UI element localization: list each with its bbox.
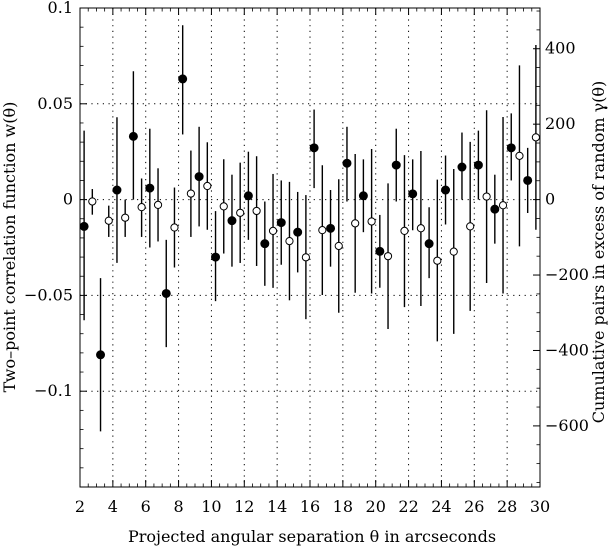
data-point-open [137, 203, 146, 212]
data-point-open [104, 216, 113, 225]
data-point-filled [490, 204, 500, 214]
y-left-tick-label: 0.05 [37, 94, 73, 113]
data-point-filled [243, 191, 253, 201]
data-point-open [449, 247, 458, 256]
data-point-open [416, 224, 425, 233]
plot-frame [79, 7, 541, 488]
data-point-open [285, 236, 294, 246]
data-point-open [318, 226, 327, 235]
data-point-filled [457, 162, 467, 172]
data-point-open [186, 189, 195, 198]
x-tick-label: 14 [267, 497, 287, 516]
data-point-filled [358, 191, 368, 201]
data-point-filled [342, 158, 352, 168]
data-point-filled [375, 246, 385, 256]
data-point-filled [96, 350, 106, 360]
x-tick-label: 18 [333, 497, 353, 516]
data-point-filled [79, 221, 89, 231]
data-point-filled [309, 143, 319, 153]
data-point-filled [523, 175, 533, 185]
data-point-open [433, 256, 442, 265]
data-point-filled [128, 131, 138, 141]
data-point-open [482, 192, 491, 201]
y-axis-label-left: Two–point correlation function w(θ) [0, 102, 19, 393]
data-markers [79, 74, 540, 360]
data-point-filled [194, 172, 204, 182]
data-point-filled [391, 160, 401, 170]
x-axis-label: Projected angular separation θ in arcsec… [128, 527, 496, 546]
x-tick-label: 4 [108, 497, 118, 516]
data-point-filled [441, 185, 451, 195]
y-left-tick-label: 0 [63, 190, 73, 209]
y-left-tick-label: −0.05 [24, 285, 73, 304]
data-point-filled [408, 189, 418, 199]
x-tick-label: 22 [398, 497, 418, 516]
data-point-filled [112, 185, 122, 195]
x-tick-label: 28 [497, 497, 517, 516]
data-point-filled [293, 227, 303, 237]
x-tick-label: 2 [75, 497, 85, 516]
data-point-open [170, 223, 179, 232]
minor-ticks [80, 8, 540, 487]
data-point-open [268, 226, 278, 236]
data-point-open [88, 197, 97, 206]
x-tick-label: 24 [431, 497, 451, 516]
data-point-open [466, 222, 475, 231]
x-tick-label: 12 [234, 497, 254, 516]
x-tick-labels: 2 4 6 8 10 12 14 16 18 20 22 24 26 28 30 [75, 497, 550, 516]
x-tick-label: 16 [300, 497, 320, 516]
data-point-filled [424, 239, 434, 249]
x-tick-label: 20 [366, 497, 386, 516]
data-point-filled [260, 239, 270, 249]
y-axis-label-right: Cumulative pairs in excess of random γ(θ… [589, 81, 608, 424]
data-point-open [515, 151, 524, 160]
data-point-open [498, 201, 508, 210]
y-left-tick-labels: 0.1 0.05 0 −0.05 −0.1 [24, 0, 73, 400]
x-tick-label: 6 [141, 497, 151, 516]
data-point-filled [161, 288, 171, 298]
data-point-open [236, 208, 245, 217]
y-left-tick-label: 0.1 [48, 0, 73, 17]
data-point-open [383, 252, 393, 261]
data-point-filled [276, 218, 286, 228]
data-point-open [252, 206, 261, 216]
data-point-open [121, 213, 130, 222]
data-point-open [219, 202, 228, 211]
data-point-open [531, 133, 540, 142]
x-tick-label: 10 [201, 497, 221, 516]
y-right-tick-labels: 400 200 0 −200 −400 −600 [545, 39, 589, 435]
y-right-tick-label: 0 [545, 190, 555, 209]
data-point-filled [326, 223, 336, 233]
data-point-filled [145, 183, 155, 193]
data-point-open [153, 200, 163, 209]
y-right-tick-label: −600 [545, 416, 589, 435]
grid-lines [80, 7, 540, 487]
data-point-filled [227, 216, 237, 226]
data-point-filled [211, 252, 221, 262]
data-point-filled [506, 143, 516, 153]
data-point-open [367, 217, 376, 226]
y-right-tick-label: 400 [545, 39, 576, 58]
y-right-tick-label: −200 [545, 265, 589, 284]
data-point-open [351, 219, 360, 228]
x-tick-label: 8 [173, 497, 183, 516]
data-point-open [203, 181, 212, 191]
data-point-filled [473, 160, 483, 170]
data-point-open [301, 253, 310, 262]
data-point-filled [178, 74, 188, 84]
y-right-tick-label: 200 [545, 114, 576, 133]
x-tick-label: 30 [530, 497, 550, 516]
y-left-tick-label: −0.1 [34, 381, 73, 400]
data-point-open [400, 226, 409, 236]
data-point-open [334, 241, 343, 251]
y-right-tick-label: −400 [545, 340, 589, 359]
x-tick-label: 26 [464, 497, 484, 516]
